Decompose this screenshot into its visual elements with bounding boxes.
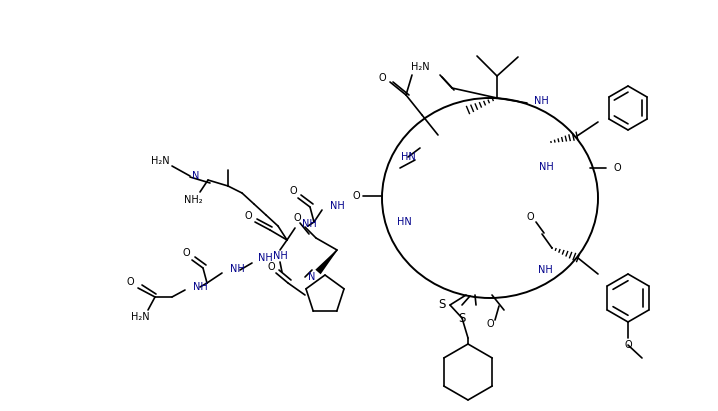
Text: NH: NH: [330, 201, 345, 211]
Text: S: S: [438, 298, 446, 312]
Text: NH: NH: [302, 219, 317, 229]
Text: S: S: [458, 312, 466, 325]
Text: NH: NH: [538, 265, 552, 275]
Text: O: O: [126, 277, 134, 287]
Text: O: O: [244, 211, 252, 221]
Text: O: O: [526, 212, 533, 222]
Text: O: O: [267, 262, 275, 272]
Text: N: N: [192, 171, 200, 181]
Text: NH: NH: [258, 253, 273, 263]
Text: NH: NH: [230, 264, 245, 274]
Text: NH₂: NH₂: [184, 195, 202, 205]
Text: O: O: [353, 191, 360, 201]
Text: NH: NH: [534, 96, 549, 106]
Text: O: O: [182, 248, 190, 258]
Text: H₂N: H₂N: [411, 62, 429, 72]
Text: NH: NH: [273, 251, 287, 261]
Text: HN: HN: [401, 152, 416, 162]
Polygon shape: [315, 249, 337, 274]
Text: H₂N: H₂N: [131, 312, 149, 322]
Text: O: O: [289, 186, 297, 196]
Text: O: O: [378, 73, 386, 83]
Text: O: O: [624, 340, 632, 350]
Text: NH: NH: [193, 282, 208, 292]
Text: O: O: [486, 319, 494, 329]
Text: O: O: [614, 163, 622, 173]
Text: HN: HN: [396, 217, 411, 227]
Text: N: N: [308, 272, 316, 282]
Text: H₂N: H₂N: [151, 156, 169, 166]
Text: O: O: [293, 213, 301, 223]
Text: NH: NH: [538, 162, 554, 172]
